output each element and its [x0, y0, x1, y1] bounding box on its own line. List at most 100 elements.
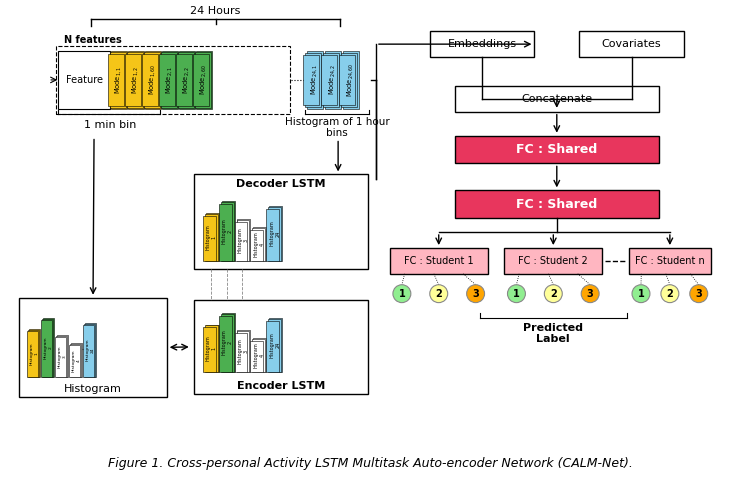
Text: Histogram
4: Histogram 4: [254, 231, 264, 257]
Bar: [28, 330, 39, 377]
Text: FC : Student n: FC : Student n: [635, 256, 704, 266]
Text: Figure 1. Cross-personal Activity LSTM Multitask Auto-encoder Network (CALM-Net): Figure 1. Cross-personal Activity LSTM M…: [107, 457, 633, 470]
Bar: [205, 214, 218, 261]
Bar: [266, 209, 279, 261]
Text: Mode$_{2,60}$: Mode$_{2,60}$: [198, 65, 208, 96]
Bar: [269, 207, 281, 261]
Bar: [56, 46, 290, 114]
Circle shape: [508, 285, 525, 303]
Bar: [162, 51, 178, 109]
Text: Histogram
1: Histogram 1: [30, 342, 38, 365]
Bar: [325, 51, 341, 109]
Circle shape: [393, 285, 411, 303]
Text: 1 min bin: 1 min bin: [84, 120, 136, 130]
Text: Histogram
24: Histogram 24: [269, 332, 280, 358]
Bar: [629, 248, 710, 274]
Text: Mode$_{24,1}$: Mode$_{24,1}$: [309, 65, 319, 96]
Bar: [323, 53, 339, 107]
Bar: [250, 230, 263, 261]
Text: Embeddings: Embeddings: [448, 39, 517, 49]
Bar: [218, 204, 232, 261]
Bar: [69, 346, 80, 377]
Text: Predicted
Label: Predicted Label: [523, 323, 583, 344]
Bar: [218, 315, 232, 372]
Bar: [305, 53, 321, 107]
Circle shape: [690, 285, 707, 303]
Bar: [237, 331, 249, 372]
Text: Feature: Feature: [66, 75, 103, 85]
Bar: [339, 55, 355, 105]
Text: FC : Shared: FC : Shared: [517, 143, 597, 156]
Bar: [175, 54, 192, 106]
Bar: [341, 53, 357, 107]
Text: 1: 1: [399, 289, 406, 299]
Text: Histogram: Histogram: [64, 384, 122, 394]
Bar: [108, 54, 124, 106]
Bar: [206, 213, 218, 261]
Bar: [343, 51, 359, 109]
Bar: [111, 51, 127, 109]
Text: Histogram
24: Histogram 24: [269, 221, 280, 246]
Bar: [71, 343, 82, 377]
Bar: [505, 248, 602, 274]
Bar: [252, 339, 266, 372]
Bar: [56, 337, 67, 377]
Circle shape: [467, 285, 485, 303]
Bar: [19, 298, 167, 397]
Circle shape: [661, 285, 679, 303]
Text: Histogram
3: Histogram 3: [238, 227, 249, 253]
Bar: [57, 336, 68, 377]
Text: Mode$_{2,1}$: Mode$_{2,1}$: [164, 66, 174, 94]
Circle shape: [581, 285, 599, 303]
Text: Mode$_{2,2}$: Mode$_{2,2}$: [181, 66, 191, 94]
Text: Histogram
4: Histogram 4: [254, 342, 264, 368]
Text: Histogram
2: Histogram 2: [222, 329, 232, 355]
Bar: [203, 327, 215, 372]
Text: 3: 3: [696, 289, 702, 299]
Bar: [579, 31, 684, 57]
Text: 2: 2: [435, 289, 442, 299]
Bar: [321, 55, 337, 105]
Text: FC : Shared: FC : Shared: [517, 198, 597, 211]
Bar: [128, 51, 144, 109]
Text: Histogram
4: Histogram 4: [72, 349, 81, 371]
Bar: [125, 54, 141, 106]
Bar: [70, 344, 81, 377]
Text: Histogram
2: Histogram 2: [222, 218, 232, 244]
Text: Histogram
2: Histogram 2: [44, 336, 53, 358]
Text: 2: 2: [667, 289, 673, 299]
Bar: [237, 220, 249, 261]
Bar: [235, 334, 247, 372]
Bar: [41, 319, 53, 377]
Text: FC : Student 2: FC : Student 2: [519, 256, 588, 266]
Bar: [430, 31, 534, 57]
Text: 1: 1: [513, 289, 519, 299]
Text: Histogram
1: Histogram 1: [206, 336, 217, 361]
Circle shape: [632, 285, 650, 303]
Bar: [205, 326, 218, 372]
Text: Covariates: Covariates: [602, 39, 662, 49]
Text: Mode$_{1,1}$: Mode$_{1,1}$: [113, 66, 123, 94]
Bar: [84, 324, 95, 377]
Bar: [194, 174, 368, 269]
Bar: [238, 330, 250, 372]
Bar: [269, 206, 283, 261]
Text: Histogram
3: Histogram 3: [238, 338, 249, 364]
Bar: [269, 317, 283, 372]
Bar: [454, 136, 659, 163]
Text: Histogram of 1 hour
bins: Histogram of 1 hour bins: [285, 117, 389, 139]
Bar: [253, 227, 266, 261]
Bar: [253, 338, 266, 372]
Bar: [85, 323, 96, 377]
Text: Mode$_{1,60}$: Mode$_{1,60}$: [147, 65, 157, 96]
Bar: [27, 331, 38, 377]
Bar: [110, 52, 126, 108]
Circle shape: [430, 285, 448, 303]
Bar: [192, 54, 209, 106]
Bar: [266, 321, 279, 372]
Bar: [221, 314, 234, 372]
Bar: [221, 313, 235, 372]
Text: Histogram
1: Histogram 1: [206, 224, 217, 250]
Text: Encoder LSTM: Encoder LSTM: [237, 381, 325, 391]
Bar: [159, 54, 175, 106]
